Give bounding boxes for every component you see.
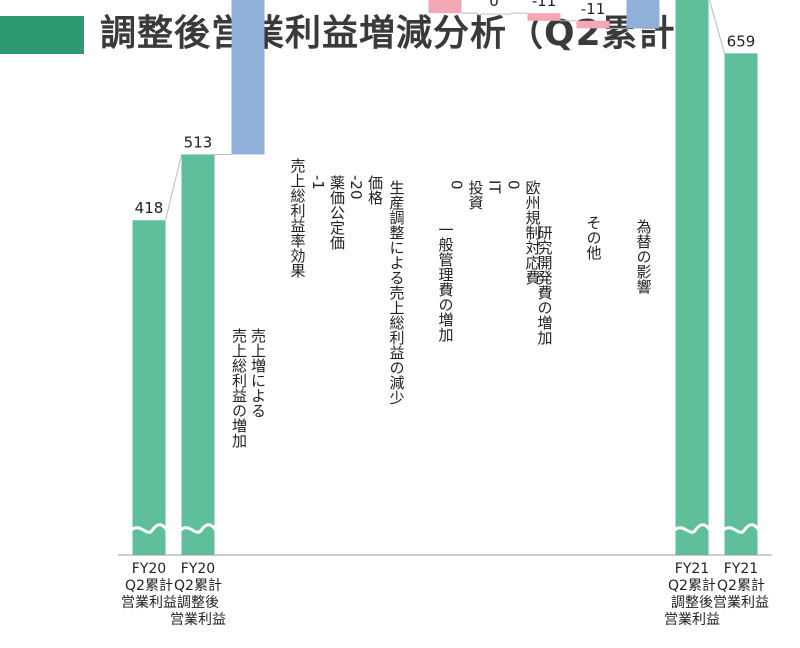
step-label: 一般管理費の増加 <box>436 222 455 342</box>
step-label-line: IT <box>485 180 504 194</box>
connector-line <box>165 154 182 221</box>
bar-decrease <box>527 13 561 21</box>
step-label: 売上総利益率効果 <box>288 158 307 278</box>
category-label-line: Q2累計 <box>668 578 716 594</box>
bar-zero <box>477 13 511 16</box>
category-label-line: 調整後 <box>177 595 219 611</box>
bar-increase <box>231 0 265 155</box>
axis-break-wave <box>673 523 711 534</box>
step-label-line: 売上総利益率効果 <box>288 158 307 278</box>
value-label: 513 <box>184 133 213 151</box>
step-label: 売上増による 売上総利益の増加 <box>229 328 267 448</box>
axis-break-wave <box>130 523 168 534</box>
step-label-line: その他 <box>584 215 603 260</box>
value-label: 418 <box>135 199 164 217</box>
axis-break-wave <box>722 523 760 534</box>
step-label-line: 薬価公定価 <box>328 175 346 250</box>
value-label: 659 <box>727 32 756 50</box>
step-label-line: 為替の影響 <box>634 219 653 294</box>
category-label-line: Q2累計 <box>717 578 765 594</box>
bar-increase <box>626 0 660 29</box>
category-label-line: FY20 <box>180 561 216 577</box>
bar-decrease <box>428 0 462 14</box>
step-label-line: 一般管理費の増加 <box>436 222 455 342</box>
bar-decrease <box>576 20 610 29</box>
category-label: FY21 Q2累計 調整後 営業利益 <box>652 561 732 629</box>
step-label-line: 投資 <box>466 180 485 210</box>
title-accent-bar <box>0 16 84 54</box>
category-label-line: 調整後 <box>671 595 713 611</box>
category-label-line: 営業利益 <box>170 612 226 628</box>
bar-total <box>181 154 215 555</box>
category-label: FY20 Q2累計 営業利益 <box>109 561 189 612</box>
axis-break-wave <box>179 523 217 534</box>
step-label-line: 0 <box>447 180 466 190</box>
category-label-line: 営業利益 <box>664 612 720 628</box>
step-label: 生産調整による売上総利益の減少 <box>387 180 406 405</box>
step-label-line: 欧州規制対応費 <box>523 180 542 285</box>
category-label-line: FY20 <box>131 561 167 577</box>
category-label-line: FY21 <box>723 561 759 577</box>
step-label: 価格 -20 薬価公定価 -1 <box>308 175 384 250</box>
step-label-line: 売上総利益の増加 <box>230 328 248 448</box>
step-label: 研究開発費の増加 <box>535 225 554 345</box>
step-label-line: 研究開発費の増加 <box>535 225 554 345</box>
page-title: 調整後営業利益増減分析（Q2累計） <box>100 13 713 54</box>
step-label: 欧州規制対応費 0 IT 投資 0 <box>447 180 542 285</box>
category-label: FY20 Q2累計 調整後 営業利益 <box>158 561 238 629</box>
step-label: 為替の影響 <box>634 219 653 294</box>
value-label: -11 <box>532 0 557 10</box>
category-label-line: 営業利益 <box>121 595 177 611</box>
step-label: その他 <box>584 215 603 260</box>
category-label-line: 営業利益 <box>713 595 769 611</box>
connector-line <box>708 0 725 54</box>
category-label-line: Q2累計 <box>174 578 222 594</box>
category-label: FY21 Q2累計 営業利益 <box>701 561 781 612</box>
step-label-line: -1 <box>309 175 327 190</box>
bar-total <box>132 220 166 556</box>
step-label-line: 0 <box>504 180 523 190</box>
step-label-line: 生産調整による売上総利益の減少 <box>387 180 406 405</box>
step-label-line: 売上増による <box>249 328 267 418</box>
category-label-line: FY21 <box>674 561 710 577</box>
bar-total <box>724 53 758 555</box>
step-label-line: 価格 <box>366 175 384 205</box>
category-label-line: Q2累計 <box>125 578 173 594</box>
value-label: -11 <box>581 0 606 18</box>
bar-total <box>675 0 709 556</box>
value-label: 0 <box>489 0 499 10</box>
step-label-line: -20 <box>347 175 365 200</box>
